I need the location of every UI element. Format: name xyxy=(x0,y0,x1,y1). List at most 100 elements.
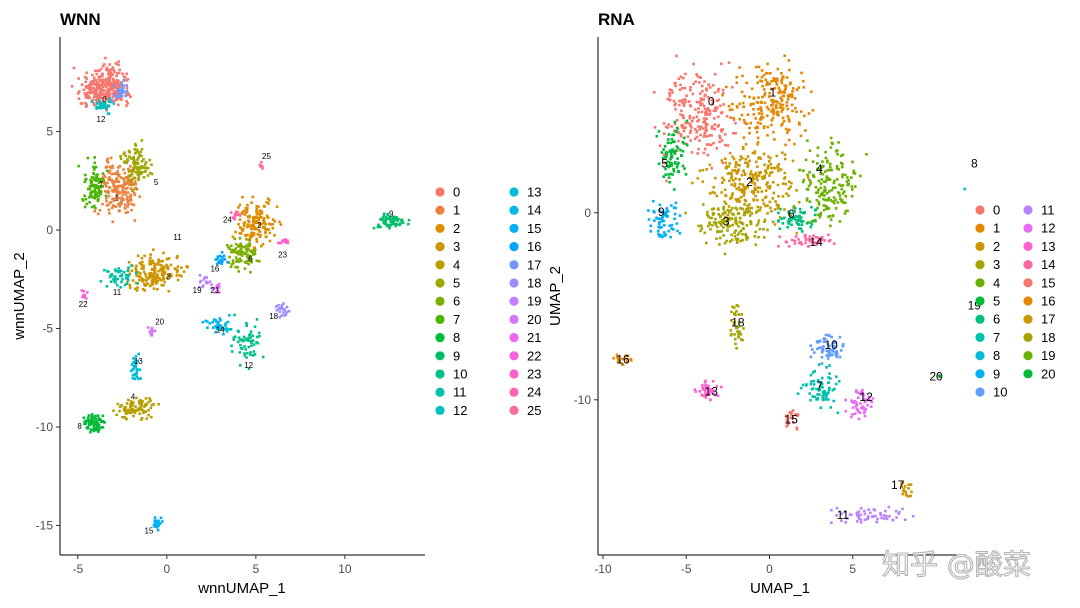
rna-point-cluster-3 xyxy=(722,226,725,229)
rna-point-cluster-1 xyxy=(803,114,806,118)
rna-point-cluster-0 xyxy=(694,80,697,83)
rna-point-cluster-1 xyxy=(778,91,781,94)
wnn-point-cluster-4 xyxy=(123,415,126,419)
rna-point-cluster-1 xyxy=(787,95,791,98)
rna-point-cluster-9 xyxy=(647,209,650,212)
rna-point-cluster-0 xyxy=(707,134,711,137)
rna-point-cluster-3 xyxy=(712,221,716,224)
rna-point-cluster-0 xyxy=(720,139,724,142)
wnn-point-cluster-0 xyxy=(104,93,107,96)
rna-point-cluster-4 xyxy=(821,191,824,195)
rna-point-cluster-0 xyxy=(690,126,693,129)
rna-point-cluster-0 xyxy=(699,103,702,107)
wnn-point-cluster-1 xyxy=(128,180,131,183)
wnn-point-cluster-1 xyxy=(120,199,123,202)
rna-point-cluster-11 xyxy=(840,519,843,522)
rna-point-cluster-2 xyxy=(740,190,744,194)
wnn-point-cluster-0 xyxy=(99,94,102,98)
rna-point-cluster-11 xyxy=(856,515,860,518)
wnn-point-cluster-3 xyxy=(161,271,165,275)
wnn-point-cluster-5 xyxy=(123,160,126,163)
rna-point-cluster-7 xyxy=(829,406,832,409)
wnn-point-cluster-0 xyxy=(97,75,100,79)
rna-point-cluster-0 xyxy=(668,88,672,91)
rna-point-cluster-3 xyxy=(714,223,717,227)
rna-point-cluster-1 xyxy=(754,117,757,120)
rna-point-cluster-2 xyxy=(758,186,762,190)
rna-point-cluster-18 xyxy=(732,323,736,326)
rna-point-cluster-1 xyxy=(766,134,769,137)
wnn-point-cluster-1 xyxy=(110,200,113,204)
wnn-point-cluster-1 xyxy=(125,197,129,201)
rna-point-cluster-2 xyxy=(708,192,712,195)
wnn-point-cluster-4 xyxy=(140,417,144,420)
wnn-point-cluster-18 xyxy=(283,314,286,317)
rna-point-cluster-3 xyxy=(728,224,732,228)
rna-point-cluster-1 xyxy=(766,80,769,84)
rna-point-cluster-4 xyxy=(822,197,825,201)
rna-point-cluster-3 xyxy=(739,239,742,243)
rna-point-cluster-4 xyxy=(841,153,845,157)
wnn-point-cluster-2 xyxy=(241,195,244,199)
wnn-point-cluster-0 xyxy=(88,86,91,89)
wnn-point-cluster-2 xyxy=(241,229,244,232)
wnn-point-cluster-2 xyxy=(244,234,247,237)
rna-point-cluster-5 xyxy=(683,167,686,170)
wnn-point-cluster-6 xyxy=(250,250,253,253)
rna-cluster-label-8: 8 xyxy=(971,156,978,170)
wnn-point-cluster-4 xyxy=(150,403,154,407)
rna-point-cluster-3 xyxy=(725,224,729,227)
wnn-legend-label: 22 xyxy=(527,348,541,363)
wnn-cluster-11-points xyxy=(99,264,139,289)
rna-legend-label: 10 xyxy=(993,385,1007,400)
wnn-point-cluster-3 xyxy=(169,263,173,267)
rna-point-cluster-3 xyxy=(719,236,722,240)
rna-point-cluster-4 xyxy=(841,184,845,187)
rna-point-cluster-4 xyxy=(815,198,819,202)
wnn-point-cluster-0 xyxy=(91,86,94,90)
wnn-point-cluster-0 xyxy=(115,74,118,78)
wnn-point-cluster-7 xyxy=(88,196,91,199)
wnn-point-cluster-13 xyxy=(134,355,138,358)
rna-point-cluster-10 xyxy=(836,352,839,356)
rna-point-cluster-1 xyxy=(780,72,783,75)
wnn-point-cluster-6 xyxy=(236,258,239,262)
wnn-point-cluster-20 xyxy=(150,334,153,337)
rna-point-cluster-1 xyxy=(759,106,762,109)
wnn-point-cluster-23 xyxy=(277,241,280,245)
wnn-point-cluster-11 xyxy=(123,283,127,287)
rna-point-cluster-2 xyxy=(746,185,749,189)
rna-point-cluster-6 xyxy=(795,221,799,225)
rna-point-cluster-13 xyxy=(707,391,710,394)
rna-point-cluster-3 xyxy=(710,216,713,220)
rna-point-cluster-3 xyxy=(697,224,700,228)
rna-point-cluster-16 xyxy=(624,354,627,358)
wnn-point-cluster-16 xyxy=(220,262,223,265)
wnn-point-cluster-22 xyxy=(82,290,85,293)
rna-point-cluster-1 xyxy=(778,88,782,92)
rna-point-cluster-7 xyxy=(811,387,815,390)
rna-point-cluster-5 xyxy=(671,173,674,176)
rna-point-cluster-4 xyxy=(846,176,849,179)
rna-point-cluster-0 xyxy=(679,134,683,138)
rna-point-cluster-2 xyxy=(776,207,780,210)
rna-point-cluster-9 xyxy=(652,209,655,213)
rna-legend-label: 13 xyxy=(1041,239,1055,254)
wnn-point-cluster-0 xyxy=(118,68,121,72)
wnn-point-cluster-0 xyxy=(99,67,103,71)
rna-point-cluster-2 xyxy=(773,208,777,211)
rna-point-cluster-1 xyxy=(760,69,764,72)
wnn-point-cluster-12 xyxy=(107,104,110,107)
wnn-point-cluster-0 xyxy=(101,72,104,76)
rna-point-cluster-0 xyxy=(704,121,707,125)
rna-legend-swatch xyxy=(1023,241,1033,251)
wnn-point-cluster-3 xyxy=(134,281,138,285)
wnn-point-cluster-2 xyxy=(257,205,260,208)
rna-legend-label: 14 xyxy=(1041,257,1055,272)
rna-point-cluster-3 xyxy=(734,237,738,241)
wnn-legend-swatch xyxy=(509,296,519,306)
wnn-point-cluster-5 xyxy=(137,174,141,177)
rna-point-cluster-12 xyxy=(870,400,874,404)
wnn-cluster-2-points xyxy=(231,195,283,250)
wnn-point-cluster-2 xyxy=(259,234,262,237)
